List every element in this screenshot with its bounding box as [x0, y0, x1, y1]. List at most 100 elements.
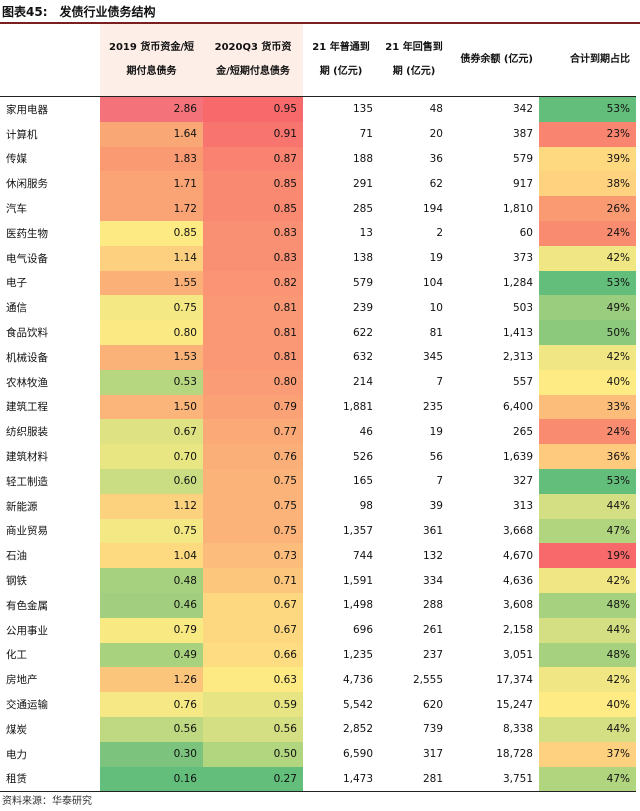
normal-maturity-cell: 696	[352, 624, 373, 637]
normal-maturity-cell: 1,357	[342, 524, 373, 537]
ratio-2019-cell: 0.76	[100, 692, 203, 717]
industry-cell: 通信	[6, 302, 27, 315]
table-row: 有色金属 0.46 0.67 1,498 288 3,608 48%	[0, 592, 636, 618]
putback-maturity-cell: 36	[429, 152, 443, 165]
bond-balance-cell: 917	[512, 177, 533, 190]
maturity-share-cell: 37%	[539, 741, 636, 767]
maturity-share-cell: 47%	[539, 518, 636, 544]
ratio-2020q3-cell: 0.91	[203, 121, 303, 147]
industry-cell: 计算机	[6, 128, 38, 141]
maturity-share-cell: 19%	[539, 543, 636, 569]
ratio-2019-cell: 0.75	[100, 518, 203, 544]
industry-cell: 电力	[6, 748, 27, 761]
maturity-share-cell: 24%	[539, 419, 636, 445]
ratio-2020q3-cell: 0.75	[203, 468, 303, 494]
maturity-share-cell: 24%	[539, 220, 636, 246]
ratio-2019-cell: 1.83	[100, 146, 203, 172]
industry-cell: 汽车	[6, 203, 27, 216]
putback-maturity-cell: 7	[436, 475, 443, 488]
table-row: 电子 1.55 0.82 579 104 1,284 53%	[0, 270, 636, 296]
ratio-2019-cell: 0.49	[100, 642, 203, 668]
table-row: 新能源 1.12 0.75 98 39 313 44%	[0, 493, 636, 519]
maturity-share-cell: 36%	[539, 444, 636, 469]
industry-cell: 家用电器	[6, 103, 48, 116]
bond-balance-cell: 579	[512, 152, 533, 165]
ratio-2020q3-cell: 0.82	[203, 270, 303, 296]
putback-maturity-cell: 39	[429, 500, 443, 513]
industry-cell: 煤炭	[6, 723, 27, 736]
ratio-2019-cell: 2.86	[100, 96, 203, 122]
industry-cell: 建筑材料	[6, 451, 48, 464]
bond-balance-cell: 3,751	[449, 766, 539, 793]
bond-balance-cell: 503	[512, 301, 533, 314]
putback-maturity-cell: 19	[429, 252, 443, 265]
putback-maturity-cell: 237	[422, 648, 443, 661]
putback-maturity-cell: 288	[422, 599, 443, 612]
ratio-2019-cell: 1.72	[100, 196, 203, 221]
ratio-2020q3-cell: 0.73	[203, 543, 303, 569]
ratio-2019-cell: 1.04	[100, 543, 203, 569]
ratio-2020q3-cell: 0.79	[203, 394, 303, 420]
maturity-share-cell: 33%	[539, 394, 636, 420]
putback-maturity-cell: 235	[422, 400, 443, 413]
normal-maturity-cell: 1,498	[342, 599, 373, 612]
putback-maturity-cell: 62	[429, 177, 443, 190]
industry-cell: 轻工制造	[6, 475, 48, 488]
table-row: 商业贸易 0.75 0.75 1,357 361 3,668 47%	[0, 518, 636, 544]
industry-cell: 化工	[6, 649, 27, 662]
ratio-2020q3-cell: 0.27	[203, 766, 303, 793]
ratio-2020q3-cell: 0.66	[203, 642, 303, 668]
ratio-2019-cell: 0.30	[100, 741, 203, 767]
maturity-share-cell: 42%	[539, 344, 636, 370]
table-row: 钢铁 0.48 0.71 1,591 334 4,636 42%	[0, 568, 636, 593]
maturity-share-cell: 26%	[539, 196, 636, 221]
bond-balance-cell: 313	[512, 500, 533, 513]
putback-maturity-cell: 345	[422, 351, 443, 364]
table-header: 2019 货币资金/短期付息债务 2020Q3 货币资金/短期付息债务 21 年…	[0, 24, 636, 97]
header-2019-ratio: 2019 货币资金/短期付息债务	[100, 24, 203, 97]
ratio-2020q3-cell: 0.83	[203, 220, 303, 246]
table-row: 煤炭 0.56 0.56 2,852 739 8,338 44%	[0, 716, 636, 742]
industry-cell: 公用事业	[6, 624, 48, 637]
table-row: 计算机 1.64 0.91 71 20 387 23%	[0, 121, 636, 147]
ratio-2020q3-cell: 0.75	[203, 518, 303, 544]
table-row: 机械设备 1.53 0.81 632 345 2,313 42%	[0, 344, 636, 370]
maturity-share-cell: 44%	[539, 493, 636, 519]
bond-balance-cell: 60	[519, 227, 533, 240]
normal-maturity-cell: 188	[352, 152, 373, 165]
bond-balance-cell: 1,639	[502, 450, 533, 463]
ratio-2019-cell: 1.64	[100, 121, 203, 147]
putback-maturity-cell: 81	[429, 326, 443, 339]
putback-maturity-cell: 281	[379, 766, 449, 793]
ratio-2020q3-cell: 0.59	[203, 692, 303, 717]
maturity-share-cell: 38%	[539, 171, 636, 197]
industry-cell: 机械设备	[6, 351, 48, 364]
industry-cell: 农林牧渔	[6, 376, 48, 389]
normal-maturity-cell: 135	[352, 103, 373, 116]
normal-maturity-cell: 1,591	[342, 574, 373, 587]
ratio-2019-cell: 0.70	[100, 444, 203, 469]
ratio-2020q3-cell: 0.50	[203, 741, 303, 767]
normal-maturity-cell: 1,881	[342, 400, 373, 413]
normal-maturity-cell: 285	[352, 202, 373, 215]
bond-balance-cell: 387	[512, 128, 533, 141]
normal-maturity-cell: 46	[359, 425, 373, 438]
ratio-2019-cell: 0.53	[100, 369, 203, 395]
normal-maturity-cell: 6,590	[342, 748, 373, 761]
title-divider	[0, 22, 640, 24]
normal-maturity-cell: 13	[359, 227, 373, 240]
table-row: 交通运输 0.76 0.59 5,542 620 15,247 40%	[0, 692, 636, 717]
ratio-2020q3-cell: 0.76	[203, 444, 303, 469]
putback-maturity-cell: 48	[429, 103, 443, 116]
bond-balance-cell: 3,051	[502, 648, 533, 661]
bond-balance-cell: 15,247	[496, 698, 533, 711]
putback-maturity-cell: 194	[422, 202, 443, 215]
table-row: 食品饮料 0.80 0.81 622 81 1,413 50%	[0, 320, 636, 345]
maturity-share-cell: 53%	[539, 96, 636, 122]
bond-balance-cell: 265	[512, 425, 533, 438]
table-row: 农林牧渔 0.53 0.80 214 7 557 40%	[0, 369, 636, 395]
ratio-2019-cell: 1.26	[100, 667, 203, 693]
header-normal-maturity: 21 年普通到期 (亿元)	[303, 24, 379, 97]
normal-maturity-cell: 1,235	[342, 648, 373, 661]
header-putback-maturity: 21 年回售到期 (亿元)	[379, 24, 449, 97]
